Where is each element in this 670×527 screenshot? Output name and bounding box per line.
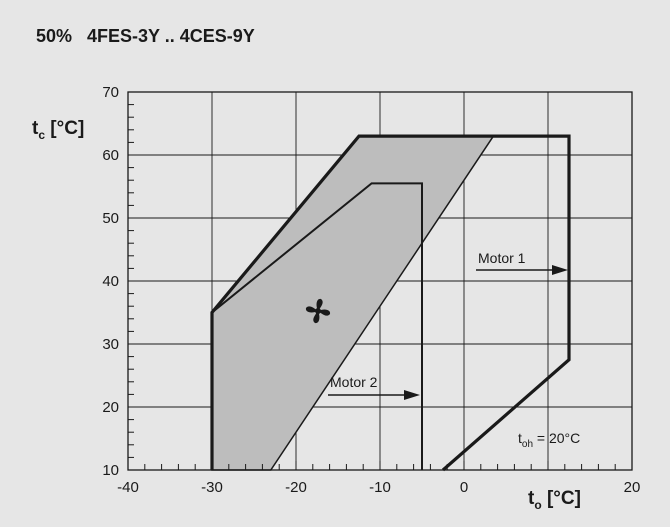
tick-labels: -40 -30 -20 -10 0 20 10 20 30 40 50 60 70 (102, 84, 640, 496)
envelope-lines (210, 134, 571, 472)
y-axis-label: tc [°C] (32, 118, 84, 142)
tick-marks (127, 91, 633, 471)
x-axis-label: to [°C] (528, 488, 581, 512)
motor-2-arrow (328, 390, 420, 400)
chart-title: 50% 4FES-3Y .. 4CES-9Y (36, 26, 255, 46)
x-tick-label: -20 (285, 479, 307, 496)
y-tick-label: 70 (102, 84, 119, 101)
toh-annotation: toh = 20°C (518, 430, 580, 450)
x-tick-label: 20 (624, 479, 641, 496)
y-tick-label: 20 (102, 399, 119, 416)
motor-1-arrow (476, 265, 568, 275)
y-tick-label: 60 (102, 147, 119, 164)
x-tick-label: -10 (369, 479, 391, 496)
x-tick-label: -40 (117, 479, 139, 496)
motor-1-label: Motor 1 (478, 250, 526, 266)
shaded-region (211, 135, 495, 471)
y-tick-label: 10 (102, 462, 119, 479)
x-tick-label: -30 (201, 479, 223, 496)
x-tick-label: 0 (460, 479, 468, 496)
motor-2-label: Motor 2 (330, 374, 378, 390)
y-tick-label: 30 (102, 336, 119, 353)
envelope-motor-2 (211, 182, 423, 470)
fan-icon (305, 298, 331, 324)
shaded-region-polygon (211, 135, 495, 471)
y-tick-label: 40 (102, 273, 119, 290)
y-tick-label: 50 (102, 210, 119, 227)
